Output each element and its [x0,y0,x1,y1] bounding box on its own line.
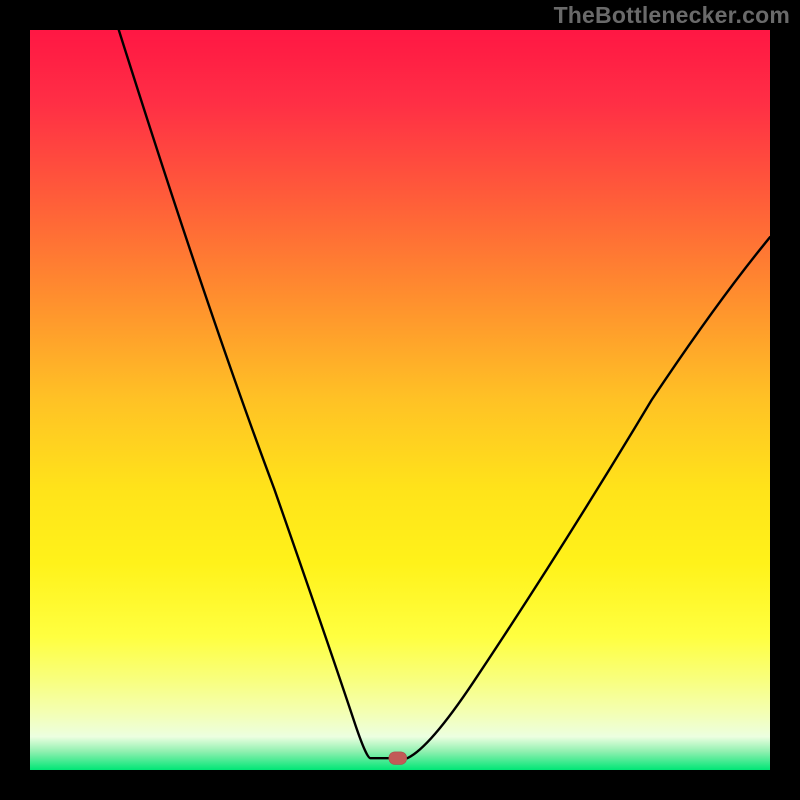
chart-svg [30,30,770,770]
watermark-text: TheBottlenecker.com [554,2,790,29]
optimal-marker [389,752,407,765]
bottleneck-chart [30,30,770,770]
gradient-background [30,30,770,770]
chart-frame: TheBottlenecker.com [0,0,800,800]
